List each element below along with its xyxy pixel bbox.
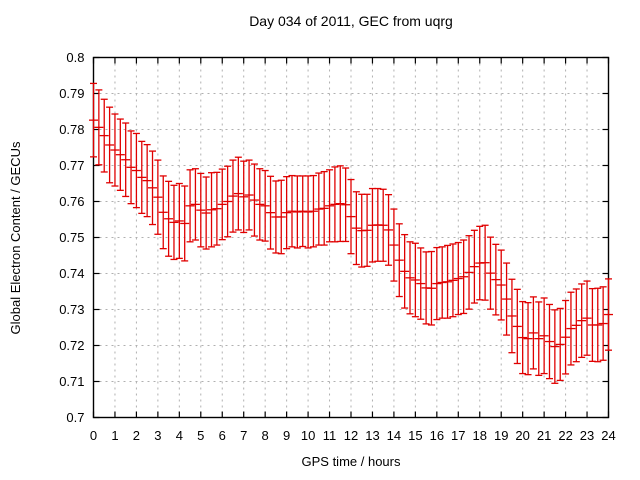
axis-ticks xyxy=(92,56,610,419)
svg-text:5: 5 xyxy=(197,428,204,443)
svg-text:22: 22 xyxy=(558,428,572,443)
svg-text:0.79: 0.79 xyxy=(59,86,84,101)
svg-text:0.72: 0.72 xyxy=(59,338,84,353)
svg-text:11: 11 xyxy=(323,428,337,443)
svg-text:3: 3 xyxy=(154,428,161,443)
svg-text:2: 2 xyxy=(133,428,140,443)
svg-text:24: 24 xyxy=(601,428,615,443)
svg-text:20: 20 xyxy=(515,428,529,443)
svg-text:21: 21 xyxy=(537,428,551,443)
svg-text:8: 8 xyxy=(262,428,269,443)
svg-text:0.8: 0.8 xyxy=(66,50,84,65)
svg-text:10: 10 xyxy=(301,428,315,443)
svg-text:6: 6 xyxy=(219,428,226,443)
svg-text:0: 0 xyxy=(90,428,97,443)
svg-text:0.76: 0.76 xyxy=(59,194,84,209)
svg-text:15: 15 xyxy=(408,428,422,443)
svg-text:0.78: 0.78 xyxy=(59,122,84,137)
svg-text:19: 19 xyxy=(494,428,508,443)
svg-text:18: 18 xyxy=(473,428,487,443)
svg-text:14: 14 xyxy=(387,428,401,443)
svg-text:12: 12 xyxy=(344,428,358,443)
svg-text:4: 4 xyxy=(176,428,183,443)
svg-text:0.75: 0.75 xyxy=(59,230,84,245)
svg-text:0.71: 0.71 xyxy=(59,374,84,389)
svg-text:0.7: 0.7 xyxy=(66,410,84,425)
x-axis-title: GPS time / hours xyxy=(302,454,401,469)
svg-text:13: 13 xyxy=(365,428,379,443)
y-axis-title: Global Electron Content / GECUs xyxy=(8,141,23,334)
svg-text:0.74: 0.74 xyxy=(59,266,84,281)
chart-title: Day 034 of 2011, GEC from uqrg xyxy=(249,13,453,29)
svg-text:9: 9 xyxy=(283,428,290,443)
svg-text:0.73: 0.73 xyxy=(59,302,84,317)
svg-text:7: 7 xyxy=(240,428,247,443)
svg-text:1: 1 xyxy=(111,428,118,443)
svg-text:0.77: 0.77 xyxy=(59,158,84,173)
tick-labels: 0 1 2 3 4 5 6 7 8 9 10 11 12 13 14 15 16 17 18 19 20 21 22 23 24… xyxy=(59,50,616,443)
svg-text:16: 16 xyxy=(430,428,444,443)
svg-text:17: 17 xyxy=(451,428,465,443)
svg-text:23: 23 xyxy=(580,428,594,443)
error-bar-series xyxy=(89,82,613,384)
